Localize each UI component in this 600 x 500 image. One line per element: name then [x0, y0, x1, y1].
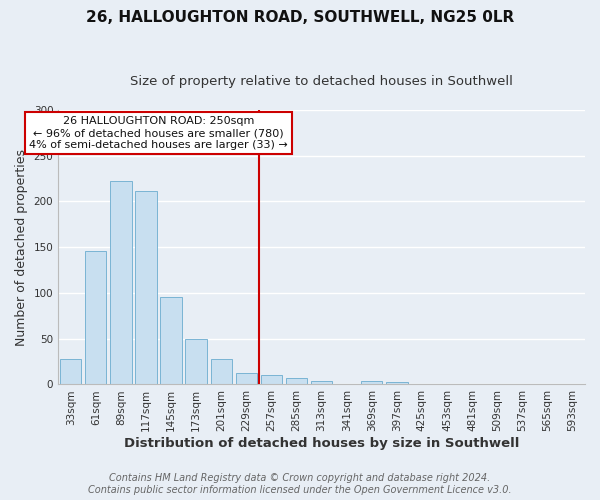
Bar — [261, 376, 282, 384]
Bar — [85, 251, 106, 384]
Text: Contains HM Land Registry data © Crown copyright and database right 2024.
Contai: Contains HM Land Registry data © Crown c… — [88, 474, 512, 495]
Bar — [211, 359, 232, 384]
Y-axis label: Number of detached properties: Number of detached properties — [15, 148, 28, 346]
Bar — [160, 296, 182, 384]
Bar — [286, 378, 307, 384]
Bar — [311, 381, 332, 384]
Bar — [361, 381, 382, 384]
Bar — [185, 338, 207, 384]
Bar — [136, 192, 157, 384]
Bar — [386, 382, 407, 384]
Bar — [60, 359, 82, 384]
Bar — [236, 374, 257, 384]
Bar — [110, 182, 131, 384]
Text: 26 HALLOUGHTON ROAD: 250sqm
← 96% of detached houses are smaller (780)
4% of sem: 26 HALLOUGHTON ROAD: 250sqm ← 96% of det… — [29, 116, 288, 150]
X-axis label: Distribution of detached houses by size in Southwell: Distribution of detached houses by size … — [124, 437, 519, 450]
Title: Size of property relative to detached houses in Southwell: Size of property relative to detached ho… — [130, 75, 513, 88]
Text: 26, HALLOUGHTON ROAD, SOUTHWELL, NG25 0LR: 26, HALLOUGHTON ROAD, SOUTHWELL, NG25 0L… — [86, 10, 514, 25]
